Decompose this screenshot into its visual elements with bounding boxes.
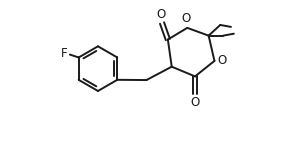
- Text: O: O: [190, 96, 200, 109]
- Text: O: O: [217, 54, 226, 67]
- Text: F: F: [61, 47, 68, 60]
- Text: O: O: [156, 9, 166, 21]
- Text: O: O: [182, 12, 191, 25]
